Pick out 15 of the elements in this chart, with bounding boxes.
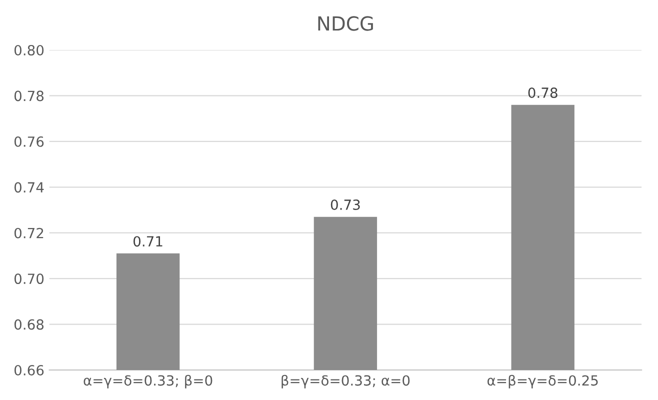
- y-tick-label: 0.76: [14, 136, 44, 147]
- y-tick-label: 0.80: [14, 44, 44, 56]
- x-tick-label: α=γ=δ=0.33; β=0: [84, 374, 212, 388]
- y-tick-label: 0.74: [14, 182, 44, 193]
- y-tick-label: 0.66: [14, 364, 44, 376]
- data-label: 0.73: [330, 199, 360, 210]
- data-label: 0.71: [134, 236, 162, 247]
- y-tick-label: 0.70: [14, 274, 44, 284]
- x-tick-label: β=γ=δ=0.33; α=0: [282, 374, 410, 388]
- x-tick-label: α=β=γ=δ=0.25: [488, 374, 598, 388]
- y-tick-label: 0.68: [14, 319, 44, 330]
- y-tick-label: 0.72: [14, 228, 44, 238]
- chart-title: NDCG: [318, 16, 373, 31]
- y-tick-label: 0.78: [14, 90, 44, 102]
- data-label: 0.78: [528, 87, 558, 98]
